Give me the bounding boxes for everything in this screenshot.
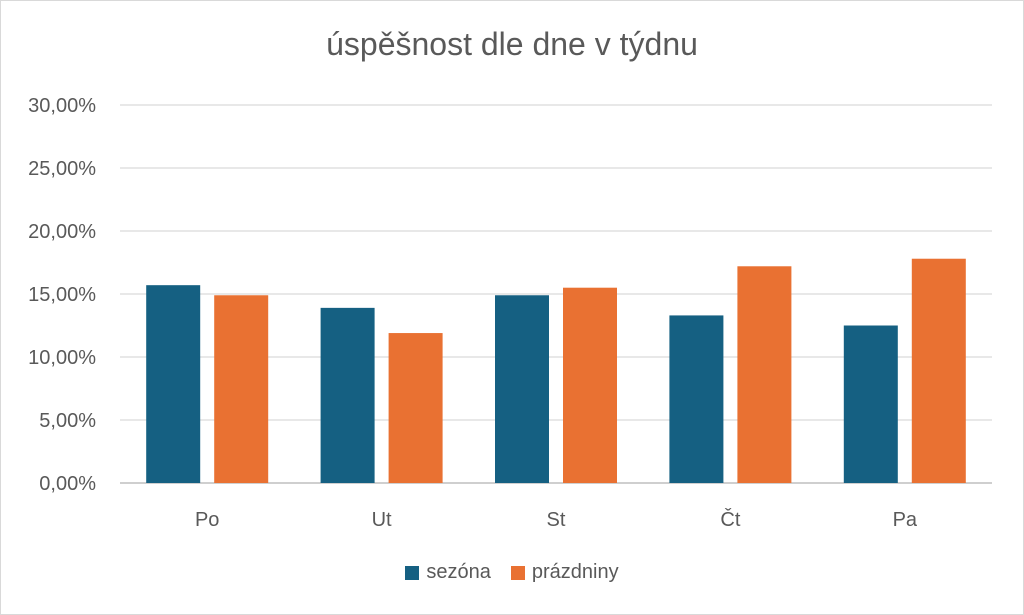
x-tick-label: Pa [893, 509, 918, 531]
bar-prazdniny-4 [911, 258, 966, 483]
y-tick-label: 15,00% [28, 284, 96, 306]
legend-swatch-sezona [405, 565, 420, 580]
legend-swatch-prazdniny [510, 565, 525, 580]
bar-sezona-1 [320, 307, 375, 483]
chart-title: úspěšnost dle dne v týdnu [326, 26, 698, 62]
y-tick-label: 20,00% [28, 221, 96, 243]
bar-prazdniny-0 [214, 295, 269, 483]
y-tick-label: 0,00% [39, 473, 96, 495]
legend-item-prazdniny: prázdniny [510, 561, 619, 584]
x-tick-label: St [547, 509, 566, 531]
y-tick-label: 5,00% [39, 410, 96, 432]
bar-sezona-4 [843, 325, 898, 483]
bar-sezona-3 [669, 315, 724, 483]
x-tick-label: Po [195, 509, 219, 531]
y-tick-label: 10,00% [28, 347, 96, 369]
y-tick-label: 30,00% [28, 95, 96, 117]
legend: sezóna prázdniny [0, 561, 1024, 584]
y-tick-label: 25,00% [28, 158, 96, 180]
bar-sezona-0 [146, 285, 201, 483]
legend-label-sezona: sezóna [426, 561, 491, 583]
x-tick-label: Ut [372, 509, 392, 531]
legend-item-sezona: sezóna [405, 561, 491, 584]
bar-prazdniny-1 [388, 333, 443, 483]
bar-prazdniny-2 [563, 287, 617, 483]
x-tick-label: Čt [720, 508, 740, 531]
bar-prazdniny-3 [737, 266, 792, 483]
bar-sezona-2 [495, 295, 549, 483]
legend-label-prazdniny: prázdniny [531, 561, 619, 583]
